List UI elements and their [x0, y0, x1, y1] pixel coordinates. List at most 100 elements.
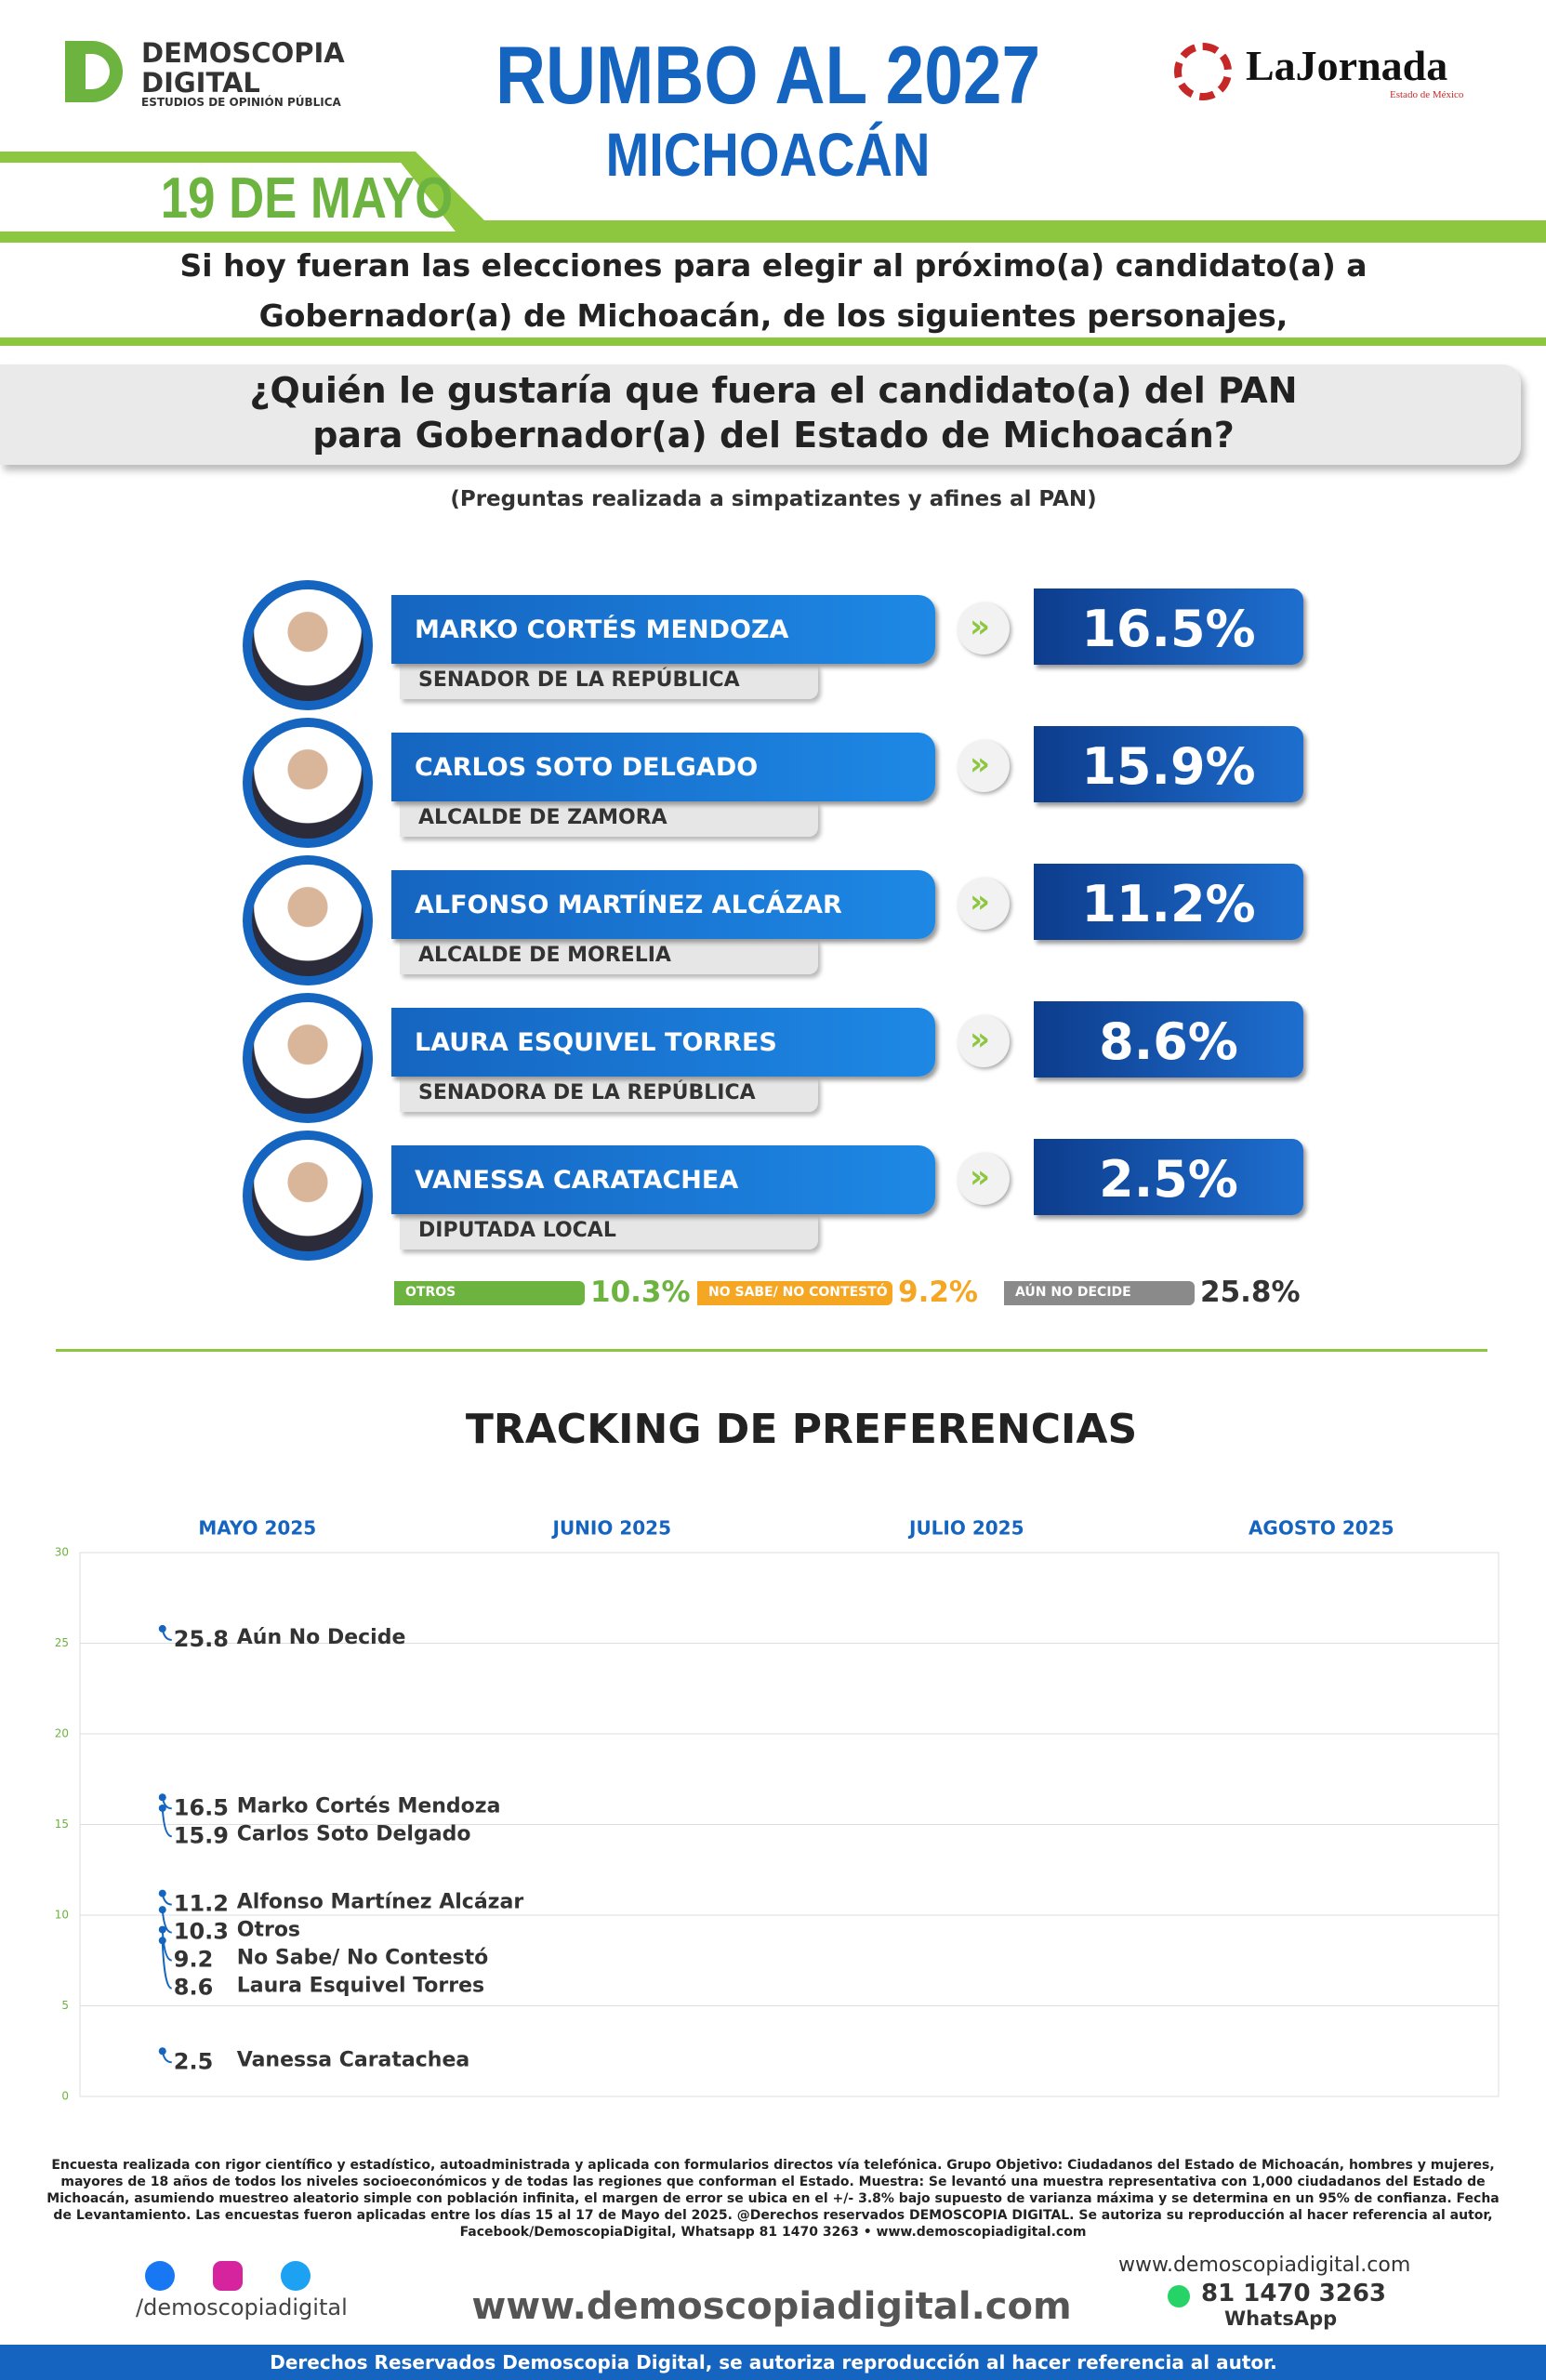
photo	[252, 1002, 363, 1114]
tracking-chart: TRACKING DE PREFERENCIAS 0 5 10 15 20 25 30 MAY…	[55, 1406, 1500, 2103]
name-box	[391, 1008, 935, 1077]
y-tick-label: 20	[55, 1727, 69, 1740]
whatsapp-icon	[1168, 2285, 1190, 2307]
series-label: Vanessa Caratachea	[237, 2048, 469, 2071]
arrow-circle	[958, 740, 1010, 792]
role-box	[400, 798, 818, 837]
data-label: 10.3	[174, 1919, 229, 1945]
subtitle: MICHOACÁN	[605, 120, 931, 189]
intro: Gobernador(a) de Michoacán, de los sigui…	[258, 298, 1288, 334]
partner-name: LaJornada	[1246, 42, 1448, 89]
pct-box	[1034, 726, 1303, 802]
name: VANESSA CARATACHEA	[415, 1166, 739, 1195]
leader	[161, 1929, 172, 1962]
facebook-icon[interactable]	[145, 2261, 175, 2291]
name: LAURA ESQUIVEL TORRES	[415, 1028, 777, 1057]
green-line	[0, 337, 1546, 346]
point	[158, 1906, 166, 1914]
leader	[161, 1940, 173, 1990]
series-label: Alfonso Martínez Alcázar	[237, 1891, 524, 1914]
name: CARLOS SOTO DELGADO	[415, 753, 759, 782]
x-tick-label: MAYO 2025	[198, 1517, 316, 1540]
point	[158, 1793, 166, 1802]
arrow-circle	[958, 878, 1010, 930]
point	[158, 1925, 166, 1934]
role: SENADOR DE LA REPÚBLICA	[418, 668, 740, 692]
data-label: 9.2	[174, 1947, 214, 1973]
whatsapp-label: WhatsApp	[1224, 2307, 1338, 2330]
other-bar	[697, 1281, 892, 1305]
photo	[252, 865, 363, 976]
series-label: Carlos Soto Delgado	[237, 1822, 471, 1845]
y-tick-label: 5	[61, 1999, 69, 2012]
date: 19 DE MAYO	[160, 166, 454, 231]
name-box	[391, 870, 935, 939]
arrow: »	[970, 1158, 990, 1196]
arrow: »	[970, 883, 990, 920]
name-box	[391, 733, 935, 801]
data-label: 16.5	[174, 1794, 229, 1820]
question: para Gobernador(a) del Estado de Michoac…	[312, 415, 1235, 456]
pct: 2.5%	[1099, 1150, 1238, 1209]
data-label: 15.9	[174, 1822, 229, 1848]
role: ALCALDE DE ZAMORA	[418, 806, 667, 829]
x-tick-label: JULIO 2025	[907, 1517, 1024, 1540]
y-tick-label: 30	[55, 1546, 69, 1559]
twitter-icon[interactable]	[281, 2261, 311, 2291]
series-label: Otros	[237, 1919, 300, 1942]
photo	[252, 727, 363, 839]
name-box	[391, 595, 935, 664]
name: ALFONSO MARTÍNEZ ALCÁZAR	[415, 891, 842, 919]
divider	[56, 1349, 1487, 1352]
website: www.demoscopiadigital.com	[471, 2285, 1072, 2328]
role-box	[400, 935, 818, 974]
other-bar	[1004, 1281, 1195, 1305]
photo	[252, 589, 363, 701]
pct-box	[1034, 1139, 1303, 1215]
instagram-icon[interactable]	[213, 2261, 243, 2291]
role-box	[400, 1073, 818, 1112]
point	[158, 1804, 166, 1812]
phone: 81 1470 3263	[1201, 2280, 1387, 2307]
x-tick-label: JUNIO 2025	[551, 1517, 672, 1540]
role: ALCALDE DE MORELIA	[418, 944, 671, 967]
pct: 15.9%	[1081, 737, 1256, 796]
other-label: AÚN NO DECIDE	[1015, 1285, 1131, 1300]
logo-tagline: ESTUDIOS DE OPINIÓN PÚBLICA	[141, 96, 341, 109]
note: (Preguntas realizada a simpatizantes y a…	[450, 487, 1097, 511]
role-box	[400, 1210, 818, 1250]
pct: 8.6%	[1099, 1012, 1238, 1071]
data-label: 25.8	[174, 1626, 229, 1652]
arrow: »	[970, 608, 990, 645]
other-pct: 25.8%	[1200, 1276, 1301, 1309]
rights-band	[0, 2345, 1546, 2380]
question: ¿Quién le gustaría que fuera el candidat…	[249, 370, 1298, 411]
point	[158, 2047, 166, 2056]
title: RUMBO AL 2027	[495, 29, 1041, 121]
rights: Derechos Reservados Demoscopia Digital, …	[270, 2351, 1277, 2373]
other-bar	[394, 1281, 585, 1305]
y-tick-label: 10	[55, 1909, 69, 1922]
data-label: 8.6	[174, 1975, 214, 2001]
logo-name: DIGITAL	[141, 67, 260, 99]
logo-name: DEMOSCOPIA	[141, 37, 345, 69]
series-label: Marko Cortés Mendoza	[237, 1794, 501, 1818]
arrow: »	[970, 746, 990, 783]
y-tick-label: 0	[61, 2090, 69, 2103]
question-box	[0, 364, 1521, 465]
arrow-circle	[958, 602, 1010, 654]
other-label: NO SABE/ NO CONTESTÓ	[708, 1285, 888, 1300]
pct: 11.2%	[1081, 875, 1256, 933]
name: MARKO CORTÉS MENDOZA	[415, 615, 789, 644]
y-tick-label: 15	[55, 1818, 69, 1831]
arrow-circle	[958, 1153, 1010, 1205]
point	[158, 1889, 166, 1897]
y-tick-label: 25	[55, 1636, 69, 1649]
methodology: Encuesta realizada con rigor científico …	[46, 2158, 1500, 2240]
series-label: Laura Esquivel Torres	[237, 1975, 484, 1998]
date-banner-inner	[0, 163, 456, 231]
other-pct: 10.3%	[590, 1276, 691, 1309]
point	[158, 1937, 166, 1945]
role: DIPUTADA LOCAL	[418, 1219, 616, 1242]
